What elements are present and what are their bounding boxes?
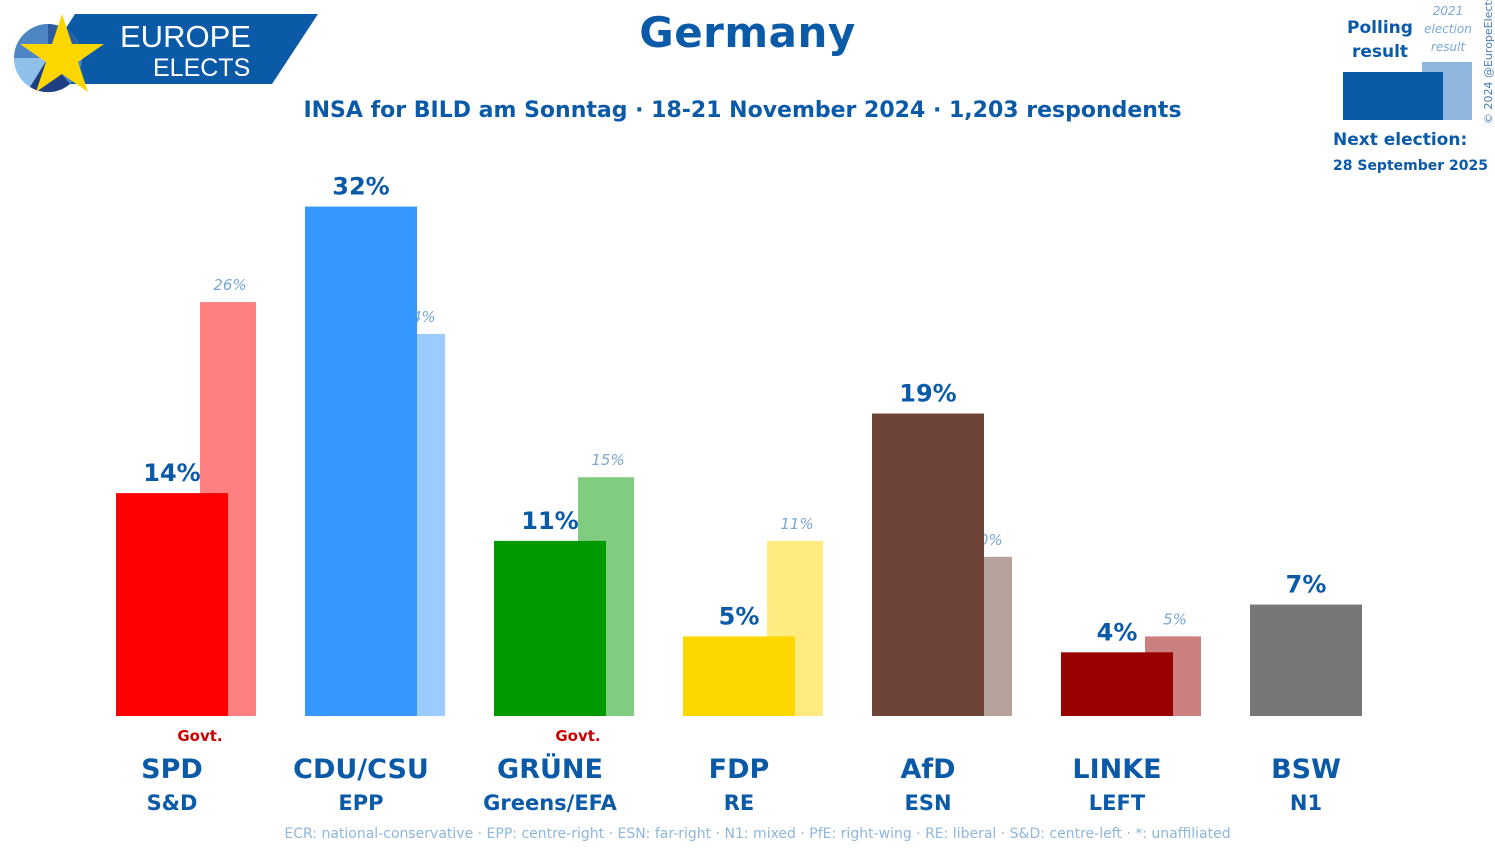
europe-elects-logo: EUROPE ELECTS — [13, 14, 318, 93]
svg-text:EUROPE: EUROPE — [120, 19, 251, 54]
bar-polling-1 — [305, 206, 417, 716]
party-name-label: BSW — [1271, 754, 1341, 785]
party-group-label: EPP — [338, 791, 383, 815]
bar-polling-value-label: 14% — [143, 459, 200, 487]
party-name-label: FDP — [709, 754, 770, 785]
group-legend-footnote: ECR: national-conservative · EPP: centre… — [284, 826, 1231, 842]
party-name-label: AfD — [900, 754, 955, 785]
legend-swatch-polling — [1343, 72, 1443, 120]
bar-polling-value-label: 4% — [1097, 618, 1138, 646]
legend-previous-label: 2021 election result — [1424, 4, 1472, 54]
bar-previous-value-label: 5% — [1163, 610, 1187, 628]
bar-polling-value-label: 19% — [899, 380, 956, 408]
next-election-date: 28 September 2025 — [1333, 158, 1488, 174]
party-group-label: ESN — [904, 791, 951, 815]
chart-title: Germany — [639, 8, 856, 57]
logo-star-icon — [20, 14, 104, 92]
bar-polling-value-label: 11% — [521, 507, 578, 535]
bar-previous-value-label: 26% — [213, 276, 246, 294]
bar-polling-3 — [683, 636, 795, 716]
bar-polling-value-label: 32% — [332, 173, 389, 201]
bar-polling-value-label: 7% — [1286, 571, 1327, 599]
party-group-label: Greens/EFA — [483, 791, 617, 815]
govt-tag: Govt. — [177, 727, 222, 745]
party-group-label: LEFT — [1089, 791, 1146, 815]
party-group-label: S&D — [147, 791, 198, 815]
bar-previous-value-label: 11% — [780, 515, 813, 533]
party-name-label: LINKE — [1072, 754, 1161, 785]
legend-polling-label: Polling result — [1347, 18, 1413, 62]
party-group-label: RE — [724, 791, 755, 815]
bar-polling-value-label: 5% — [719, 602, 760, 630]
party-name-label: GRÜNE — [497, 752, 603, 785]
party-name-label: SPD — [141, 754, 203, 785]
party-group-label: N1 — [1290, 791, 1322, 815]
bar-polling-5 — [1061, 652, 1173, 716]
next-election-label: Next election: — [1333, 130, 1468, 150]
chart-subtitle: INSA for BILD am Sonntag · 18-21 Novembe… — [303, 98, 1182, 123]
bar-polling-4 — [872, 413, 984, 716]
bar-polling-0 — [116, 493, 228, 716]
svg-text:ELECTS: ELECTS — [153, 54, 250, 82]
bar-polling-6 — [1250, 604, 1362, 716]
bar-polling-2 — [494, 540, 606, 716]
party-name-label: CDU/CSU — [293, 754, 429, 785]
bar-previous-value-label: 15% — [591, 451, 624, 469]
govt-tag: Govt. — [555, 727, 600, 745]
